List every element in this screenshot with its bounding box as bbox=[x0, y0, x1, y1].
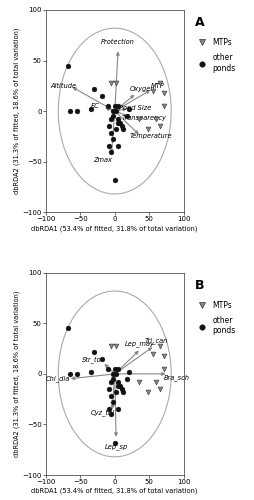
Text: Chi_dia: Chi_dia bbox=[46, 376, 70, 382]
Text: Oxygen: Oxygen bbox=[129, 86, 154, 92]
Legend: MTPs, other
ponds: MTPs, other ponds bbox=[194, 301, 235, 336]
Text: Tri_can: Tri_can bbox=[144, 337, 167, 344]
Text: Lep_sp: Lep_sp bbox=[104, 444, 127, 450]
Text: Pond Size: Pond Size bbox=[119, 105, 151, 111]
X-axis label: dbRDA1 (53.4% of fitted, 31.8% of total variation): dbRDA1 (53.4% of fitted, 31.8% of total … bbox=[31, 225, 197, 232]
Text: Bra_sch: Bra_sch bbox=[163, 374, 189, 382]
Text: Zmax: Zmax bbox=[92, 156, 111, 162]
Text: Lep_may: Lep_may bbox=[124, 340, 154, 347]
X-axis label: dbRDA1 (53.4% of fitted, 31.8% of total variation): dbRDA1 (53.4% of fitted, 31.8% of total … bbox=[31, 488, 197, 494]
Text: Altitude: Altitude bbox=[50, 83, 76, 89]
Text: Transparency: Transparency bbox=[121, 115, 165, 121]
Text: MTP: MTP bbox=[150, 83, 164, 89]
Legend: MTPs, other
ponds: MTPs, other ponds bbox=[194, 38, 235, 72]
Text: A: A bbox=[194, 16, 203, 29]
Text: Str_tor: Str_tor bbox=[81, 356, 103, 363]
Text: EC: EC bbox=[91, 103, 100, 109]
Y-axis label: dbRDA2 (31.3% of fitted, 18.6% of total variation): dbRDA2 (31.3% of fitted, 18.6% of total … bbox=[13, 28, 20, 194]
Text: B: B bbox=[194, 279, 203, 292]
Text: Temperature: Temperature bbox=[129, 134, 171, 140]
Y-axis label: dbRDA2 (31.3% of fitted, 18.6% of total variation): dbRDA2 (31.3% of fitted, 18.6% of total … bbox=[13, 290, 20, 457]
Text: Cyz_tel: Cyz_tel bbox=[90, 409, 114, 416]
Text: Protection: Protection bbox=[101, 40, 135, 46]
